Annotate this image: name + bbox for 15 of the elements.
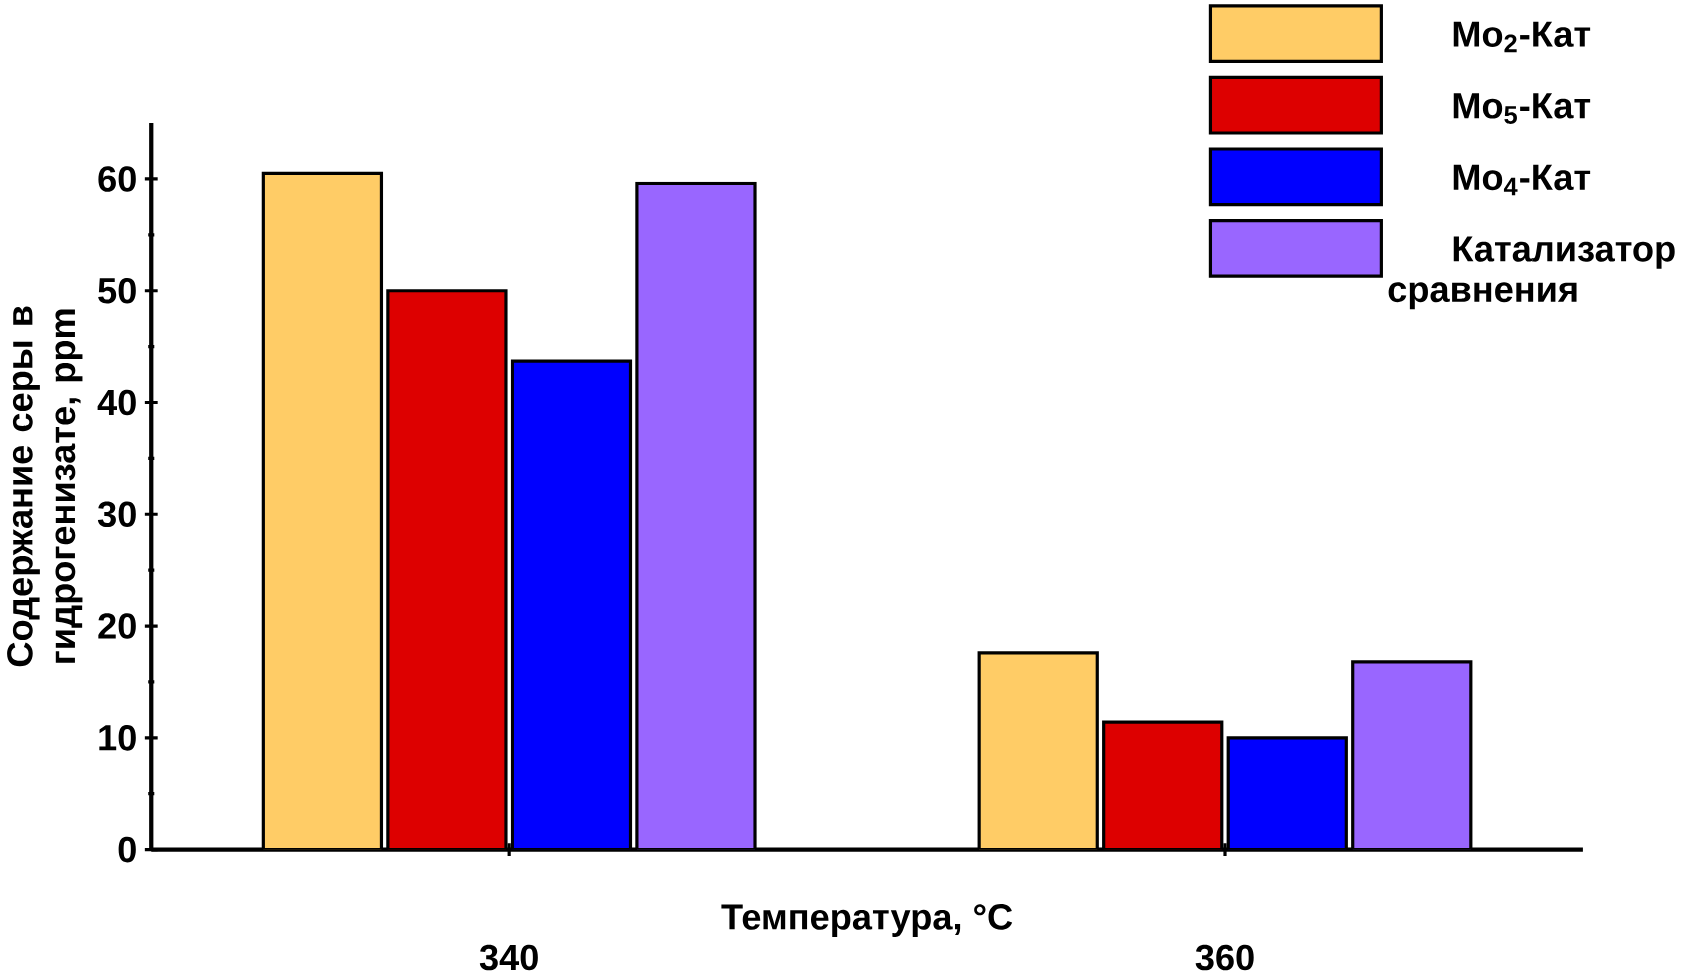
y-tick-label: 60 <box>98 165 136 192</box>
y-tick-label: 40 <box>97 389 136 416</box>
y-tick-label: 20 <box>98 612 136 639</box>
y-tick-label: 50 <box>98 277 136 304</box>
legend-label: Mo$_{4}$-Кат <box>1453 164 1591 196</box>
x-axis-title: Температура, °C <box>721 903 1013 937</box>
y-axis-title: Содержание серы в гидрогенизате, ppm <box>7 306 83 666</box>
y-tick-label: 10 <box>99 724 136 751</box>
x-tick-label: 340 <box>479 944 538 971</box>
legend-label: Mo$_{2}$-Кат <box>1453 21 1591 52</box>
y-tick-label: 30 <box>97 501 136 527</box>
y-tick-label: 0 <box>118 836 136 863</box>
legend-label: Mo$_{5}$-Кат <box>1453 93 1591 124</box>
legend-label: Катализатор сравнения <box>1388 236 1675 310</box>
x-tick-label: 360 <box>1195 944 1254 971</box>
